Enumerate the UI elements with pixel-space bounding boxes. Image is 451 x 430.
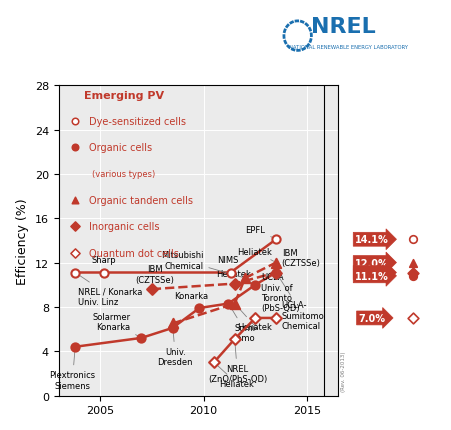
Text: (various types): (various types) [92,170,156,179]
Text: IBM
(CZTSSe): IBM (CZTSSe) [276,248,321,273]
Point [272,259,280,266]
Text: EPFL: EPFL [245,225,274,239]
Point [272,270,280,276]
Text: NREL / Konarka
Univ. Linz: NREL / Konarka Univ. Linz [78,274,143,306]
Text: Dye-sensitized cells: Dye-sensitized cells [89,117,186,126]
Point [241,275,249,282]
Point [227,270,234,276]
Text: Mitsubishi
Chemical: Mitsubishi Chemical [161,251,242,278]
Point [272,270,280,276]
Text: Inorganic cells: Inorganic cells [89,222,160,232]
Point [138,335,145,341]
Text: 7.0%: 7.0% [359,313,386,323]
Point [410,315,417,322]
Point [169,320,176,327]
Text: 14.1%: 14.1% [355,235,389,245]
Text: Heliatek: Heliatek [236,306,272,331]
Point [72,270,79,276]
Point [410,270,417,276]
Point [196,305,203,312]
Text: NREL
(ZnO/PbS-QD): NREL (ZnO/PbS-QD) [208,342,267,384]
Text: Heliatek: Heliatek [216,364,254,388]
Point [210,359,217,366]
Text: Univ.
Dresden: Univ. Dresden [157,326,193,367]
Point [410,236,417,243]
Text: IBM
(CZTSSe): IBM (CZTSSe) [135,264,174,289]
Text: Emerging PV: Emerging PV [84,91,164,101]
Point [410,259,417,266]
Text: Sharp: Sharp [92,255,116,273]
Y-axis label: Efficiency (%): Efficiency (%) [16,198,29,284]
Point [272,315,280,322]
Text: Plextronics
Siemens: Plextronics Siemens [49,350,96,390]
Text: NATIONAL RENEWABLE ENERGY LABORATORY: NATIONAL RENEWABLE ENERGY LABORATORY [289,45,408,50]
Point [169,325,176,332]
Text: Konarka: Konarka [175,291,209,306]
Text: Organic tandem cells: Organic tandem cells [89,196,193,206]
Text: 11.1%: 11.1% [355,268,389,278]
Text: NIMS: NIMS [217,255,239,270]
Text: (Rev. 06-2013): (Rev. 06-2013) [341,351,345,391]
Text: 11.1%: 11.1% [355,271,389,281]
Point [410,273,417,280]
Text: 12.0%: 12.0% [355,258,389,268]
Point [231,301,238,307]
Text: Organic cells: Organic cells [89,143,152,153]
Point [148,286,156,293]
Point [231,336,238,343]
Text: Solarmer
Konarka: Solarmer Konarka [92,312,139,337]
Point [101,270,108,276]
Point [272,236,280,243]
Point [225,301,232,307]
Point [252,282,259,289]
Point [231,280,238,287]
Point [72,344,79,350]
Text: Heliatek: Heliatek [237,247,274,261]
Text: UCLA-
Sumitomo
Chemical: UCLA- Sumitomo Chemical [278,275,324,330]
Point [252,315,259,322]
Text: UCLA
Univ. of
Toronto
(PbS-QD): UCLA Univ. of Toronto (PbS-QD) [255,273,299,318]
Text: NREL: NREL [311,17,376,37]
Text: Sumi-
tomo: Sumi- tomo [230,306,258,343]
Text: Heliatek: Heliatek [216,269,253,284]
Text: Quantum dot cells: Quantum dot cells [89,248,179,258]
